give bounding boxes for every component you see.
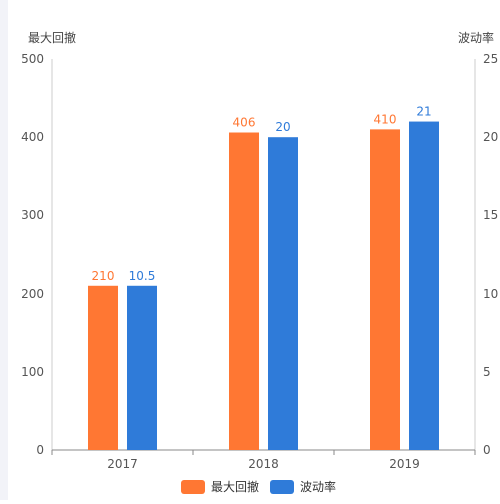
legend-label-max-drawdown: 最大回撤 xyxy=(211,479,259,494)
y-left-tick-label: 500 xyxy=(21,52,44,66)
y-right-tick-label: 5 xyxy=(483,365,491,379)
legend-label-volatility: 波动率 xyxy=(300,479,336,494)
x-tick-label: 2018 xyxy=(248,457,279,471)
bar-volatility-2017[interactable] xyxy=(127,285,157,450)
data-label-max-drawdown-2019: 410 xyxy=(374,112,397,126)
legend-item-volatility[interactable]: 波动率 xyxy=(270,479,336,494)
y-right-tick-label: 20 xyxy=(483,130,498,144)
y-left-tick-label: 0 xyxy=(36,443,44,457)
data-label-max-drawdown-2018: 406 xyxy=(233,116,256,130)
y-right-axis-title: 波动率 xyxy=(458,30,494,45)
y-right-tick-label: 15 xyxy=(483,208,498,222)
data-label-max-drawdown-2017: 210 xyxy=(92,269,115,283)
y-right-tick-label: 25 xyxy=(483,52,498,66)
data-label-volatility-2017: 10.5 xyxy=(129,269,156,283)
y-right-tick-label: 10 xyxy=(483,287,498,301)
y-right-tick-label: 0 xyxy=(483,443,491,457)
y-left-axis-title: 最大回撤 xyxy=(28,30,76,45)
x-tick-label: 2019 xyxy=(389,457,420,471)
bar-max-drawdown-2018[interactable] xyxy=(229,132,259,450)
bar-volatility-2018[interactable] xyxy=(268,137,298,450)
y-left-tick-label: 400 xyxy=(21,130,44,144)
legend-swatch-volatility xyxy=(270,480,294,494)
x-tick-label: 2017 xyxy=(107,457,138,471)
bar-volatility-2019[interactable] xyxy=(409,121,439,450)
bar-max-drawdown-2019[interactable] xyxy=(370,129,400,450)
y-left-tick-label: 200 xyxy=(21,287,44,301)
legend: 最大回撤 波动率 xyxy=(181,479,336,494)
data-label-volatility-2018: 20 xyxy=(275,120,290,134)
y-left-tick-label: 100 xyxy=(21,365,44,379)
legend-item-max-drawdown[interactable]: 最大回撤 xyxy=(181,479,259,494)
bar-max-drawdown-2017[interactable] xyxy=(88,285,118,450)
y-left-tick-label: 300 xyxy=(21,208,44,222)
legend-swatch-max-drawdown xyxy=(181,480,205,494)
page-edge-strip xyxy=(0,0,8,500)
data-label-volatility-2019: 21 xyxy=(416,105,431,119)
